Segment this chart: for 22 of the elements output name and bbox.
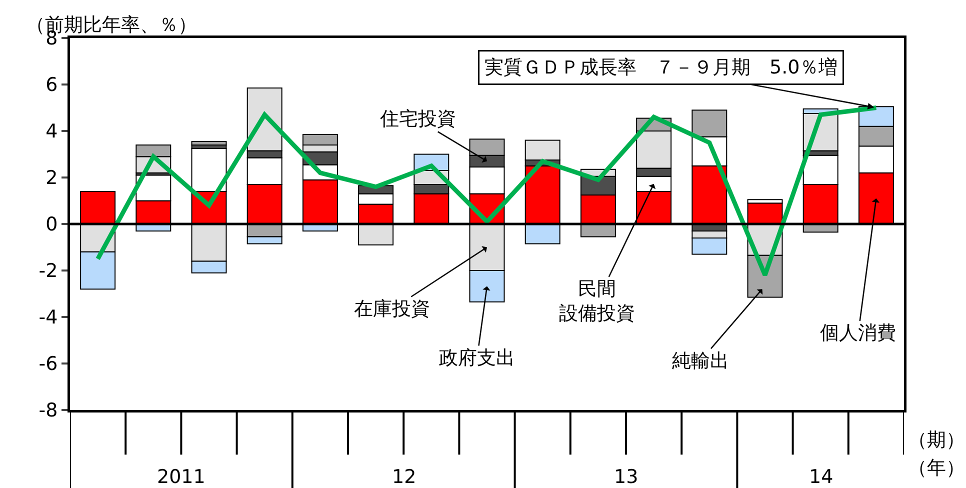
y-tick-label: -4 [38,306,58,329]
text: 13 [614,466,638,488]
text: 民間設備投資 [559,278,635,325]
text: 個人消費 [820,322,896,344]
text: 在庫投資 [354,298,430,320]
y-tick-label: 0 [46,214,58,236]
y-tick-label: -6 [38,353,58,376]
text: 政府支出 [439,347,515,369]
text: 純輸出 [672,350,729,372]
y-tick-label: 2 [46,167,58,190]
series-label: 住宅投資 [379,108,456,130]
text: （期） [908,429,965,451]
text: 2011 [157,466,206,488]
text: 14 [809,466,834,488]
y-tick-label: -8 [38,400,58,422]
text: （年） [908,457,965,479]
y-tick-label: 4 [46,120,58,143]
series-label: 実質ＧＤＰ成長率 ７－９月期 5.0％増 [484,56,838,78]
y-tick-label: 6 [46,74,58,96]
bar [191,140,227,146]
y-tick-label: -2 [38,260,58,282]
text: 12 [392,466,416,488]
